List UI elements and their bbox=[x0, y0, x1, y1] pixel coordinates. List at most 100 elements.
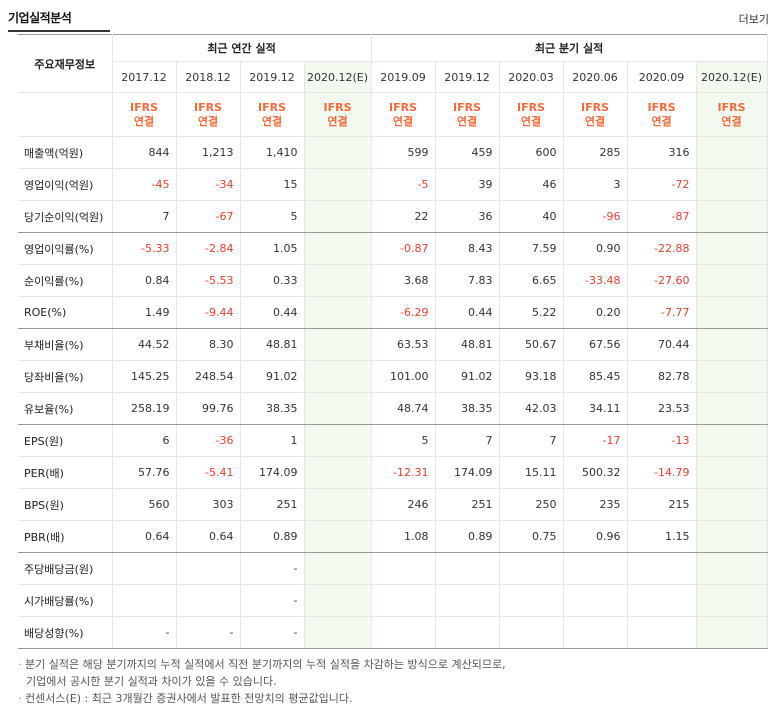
table-cell: 3.68 bbox=[370, 264, 436, 297]
table-cell: 7 bbox=[499, 424, 564, 457]
table-row: 시가배당률(%) - bbox=[18, 584, 768, 617]
row-label: PBR(배) bbox=[18, 520, 113, 553]
table-cell bbox=[696, 552, 768, 585]
table-cell: 48.81 bbox=[240, 328, 305, 361]
table-cell bbox=[696, 136, 768, 169]
table-cell bbox=[370, 616, 436, 649]
table-cell: 46 bbox=[499, 168, 564, 201]
table-cell: -33.48 bbox=[563, 264, 628, 297]
ifrs-label: IFRS 연결 bbox=[304, 92, 372, 137]
table-cell: 844 bbox=[112, 136, 177, 169]
table-cell bbox=[176, 584, 241, 617]
table-cell: 22 bbox=[370, 200, 436, 233]
consolidated-text: 연결 bbox=[651, 114, 672, 128]
table-cell: 145.25 bbox=[112, 360, 177, 393]
table-cell bbox=[499, 552, 564, 585]
table-cell: 600 bbox=[499, 136, 564, 169]
table-cell bbox=[563, 616, 628, 649]
row-label: 당기순이익(억원) bbox=[18, 200, 113, 233]
ifrs-label: IFRS 연결 bbox=[240, 92, 305, 137]
table-cell: 174.09 bbox=[435, 456, 500, 489]
table-cell bbox=[627, 584, 697, 617]
table-row: 배당성향(%) - - - bbox=[18, 616, 768, 649]
table-cell: 48.74 bbox=[370, 392, 436, 425]
table-row: PER(배) 57.76 -5.41 174.09 -12.31 174.09 15.11 5… bbox=[18, 456, 768, 489]
table-cell: 5 bbox=[370, 424, 436, 457]
table-cell: 99.76 bbox=[176, 392, 241, 425]
section-title: 기업실적분석 bbox=[8, 11, 72, 25]
table-cell: 6 bbox=[112, 424, 177, 457]
table-cell: 48.81 bbox=[435, 328, 500, 361]
consolidated-text: 연결 bbox=[456, 114, 478, 128]
table-cell: -5.33 bbox=[112, 232, 177, 265]
title-underline bbox=[8, 30, 110, 32]
table-cell: 500.32 bbox=[563, 456, 628, 489]
table-cell bbox=[370, 584, 436, 617]
table-cell: 57.76 bbox=[112, 456, 177, 489]
table-row: 순이익률(%) 0.84 -5.53 0.33 3.68 7.83 6.65 -33.48 -2… bbox=[18, 264, 768, 297]
table-cell bbox=[304, 392, 372, 425]
table-cell: 15 bbox=[240, 168, 305, 201]
table-cell bbox=[696, 424, 768, 457]
financial-table: 주요재무정보 최근 연간 실적 최근 분기 실적 2017.12 2018.12 2… bbox=[18, 34, 768, 649]
table-cell: -45 bbox=[112, 168, 177, 201]
table-row: ROE(%) 1.49 -9.44 0.44 -6.29 0.44 5.22 0.20 -7.7… bbox=[18, 296, 768, 329]
annual-title: 최근 연간 실적 bbox=[112, 34, 372, 62]
table-cell bbox=[696, 200, 768, 233]
table-cell bbox=[696, 456, 768, 489]
table-cell: 316 bbox=[627, 136, 697, 169]
table-cell bbox=[304, 488, 372, 521]
table-cell bbox=[112, 552, 177, 585]
ifrs-text: IFRS bbox=[581, 100, 610, 114]
table-cell: 1 bbox=[240, 424, 305, 457]
consolidated-text: 연결 bbox=[261, 114, 283, 128]
table-cell: 63.53 bbox=[370, 328, 436, 361]
table-cell bbox=[696, 296, 768, 329]
table-cell: 303 bbox=[176, 488, 241, 521]
table-cell bbox=[435, 584, 500, 617]
table-cell: 250 bbox=[499, 488, 564, 521]
row-label: 유보율(%) bbox=[18, 392, 113, 425]
table-cell: 251 bbox=[435, 488, 500, 521]
table-cell: 50.67 bbox=[499, 328, 564, 361]
table-cell: 215 bbox=[627, 488, 697, 521]
table-cell: 0.20 bbox=[563, 296, 628, 329]
table-cell bbox=[304, 168, 372, 201]
table-cell bbox=[696, 328, 768, 361]
table-cell bbox=[696, 264, 768, 297]
ifrs-text: IFRS bbox=[130, 100, 158, 114]
table-cell: -96 bbox=[563, 200, 628, 233]
table-cell: 85.45 bbox=[563, 360, 628, 393]
table-cell bbox=[435, 616, 500, 649]
table-row: 주당배당금(원) - bbox=[18, 552, 768, 585]
ifrs-text: IFRS bbox=[453, 100, 482, 114]
table-cell bbox=[696, 360, 768, 393]
table-cell: 36 bbox=[435, 200, 500, 233]
ifrs-label: IFRS 연결 bbox=[435, 92, 500, 137]
table-cell: -6.29 bbox=[370, 296, 436, 329]
table-cell: 1,410 bbox=[240, 136, 305, 169]
period-header: 2018.12 bbox=[176, 61, 241, 93]
table-cell: 5 bbox=[240, 200, 305, 233]
note-3: · 컨센서스(E) : 최근 3개월간 증권사에서 발표한 전망치의 평균값입니… bbox=[18, 692, 353, 705]
ifrs-text: IFRS bbox=[194, 100, 222, 114]
table-cell: 258.19 bbox=[112, 392, 177, 425]
row-label: 영업이익(억원) bbox=[18, 168, 113, 201]
ifrs-text: IFRS bbox=[717, 100, 746, 114]
consolidated-text: 연결 bbox=[584, 114, 606, 128]
more-link[interactable]: 더보기 bbox=[738, 13, 769, 26]
table-cell bbox=[563, 584, 628, 617]
table-cell: 7.59 bbox=[499, 232, 564, 265]
row-label: EPS(원) bbox=[18, 424, 113, 457]
table-cell: -0.87 bbox=[370, 232, 436, 265]
table-cell bbox=[176, 552, 241, 585]
table-cell: 246 bbox=[370, 488, 436, 521]
table-cell: - bbox=[240, 616, 305, 649]
ifrs-label: IFRS 연결 bbox=[112, 92, 177, 137]
table-cell: 6.65 bbox=[499, 264, 564, 297]
table-cell: 91.02 bbox=[435, 360, 500, 393]
table-cell: 285 bbox=[563, 136, 628, 169]
table-cell: 1.08 bbox=[370, 520, 436, 553]
table-cell: 235 bbox=[563, 488, 628, 521]
table-cell: -87 bbox=[627, 200, 697, 233]
